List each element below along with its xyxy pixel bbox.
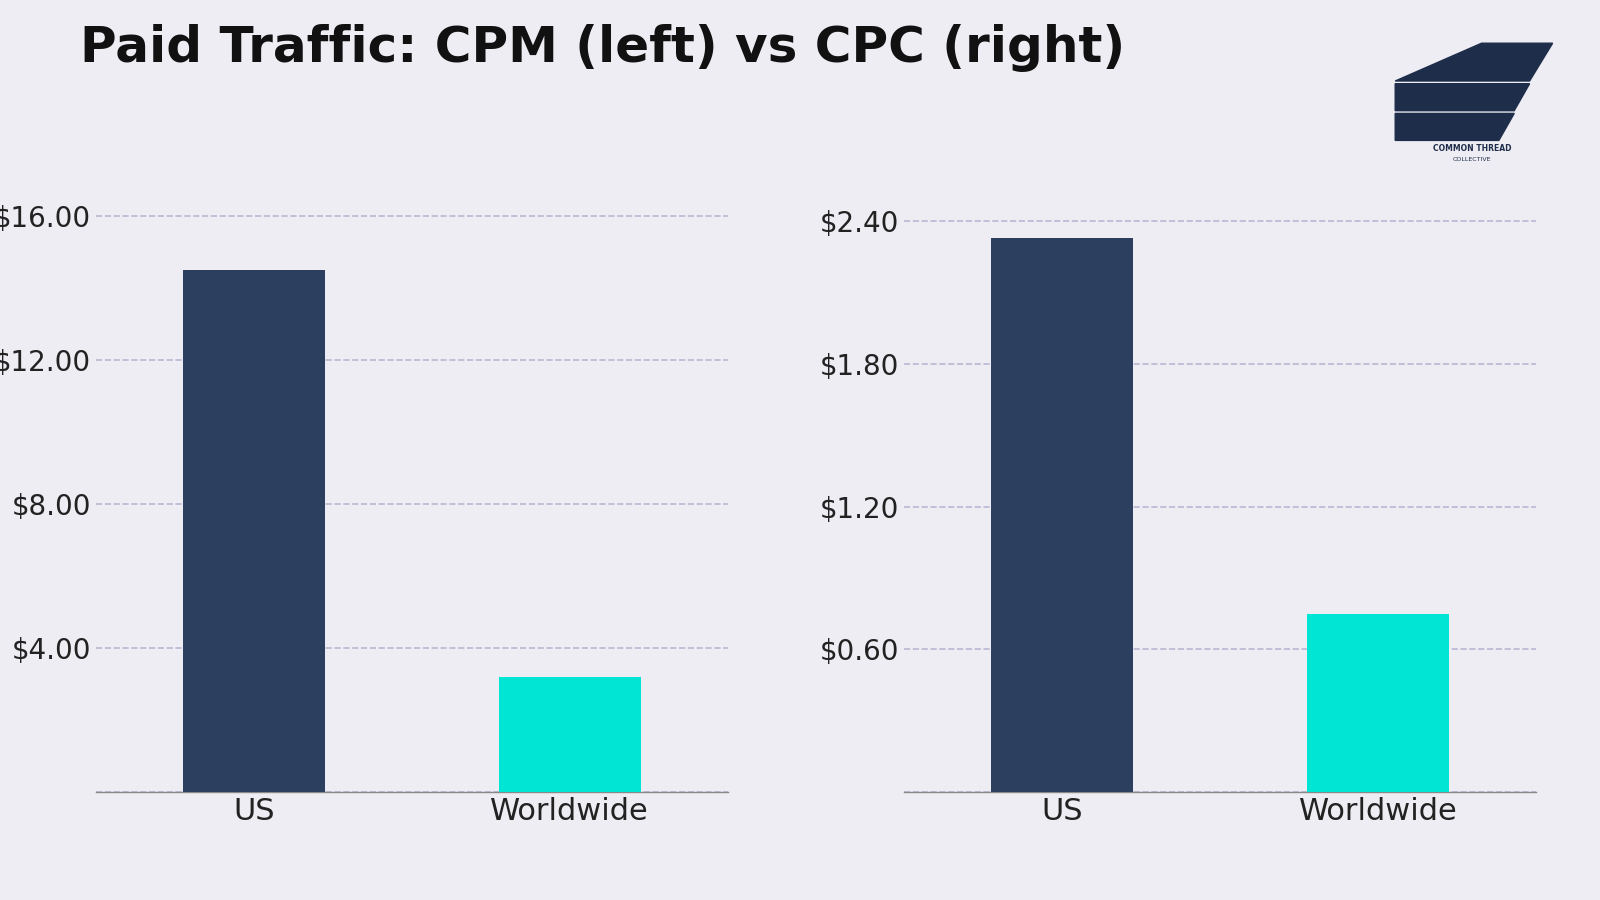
Bar <box>499 677 640 792</box>
Text: COLLECTIVE: COLLECTIVE <box>1453 157 1491 162</box>
Bar <box>182 270 325 792</box>
Bar <box>992 238 1133 792</box>
Polygon shape <box>1395 43 1552 81</box>
Polygon shape <box>1395 113 1514 140</box>
Polygon shape <box>1395 84 1530 111</box>
Bar <box>1307 614 1450 792</box>
Text: Paid Traffic: CPM (left) vs CPC (right): Paid Traffic: CPM (left) vs CPC (right) <box>80 24 1125 72</box>
Text: COMMON THREAD: COMMON THREAD <box>1432 144 1512 153</box>
